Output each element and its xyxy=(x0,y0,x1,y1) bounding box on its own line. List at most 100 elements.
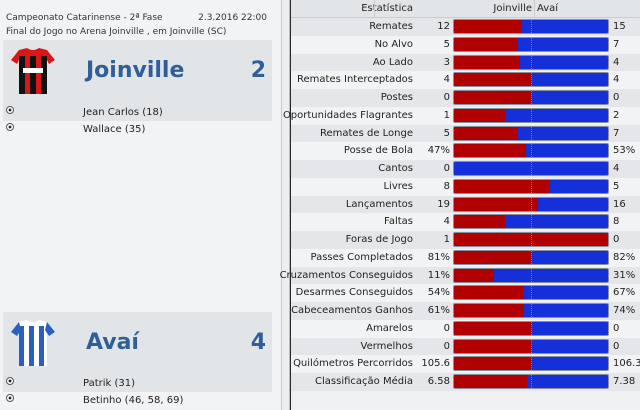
away-scorer: Patrik (31) xyxy=(3,375,272,392)
home-score: 2 xyxy=(250,58,266,83)
panel-divider xyxy=(282,0,290,410)
stat-home-value: 1 xyxy=(443,109,450,121)
stat-bar xyxy=(453,356,609,372)
stat-row: Desarmes Conseguidos 54% 67% xyxy=(291,284,640,302)
stats-header-label[interactable]: Estatística xyxy=(361,3,413,14)
stat-label: Vermelhos xyxy=(360,340,414,352)
stat-label: No Alvo xyxy=(374,38,413,50)
stat-home-value: 54% xyxy=(427,287,450,299)
stat-away-value: 7 xyxy=(613,127,620,139)
stat-away-value: 31% xyxy=(613,269,636,281)
stat-away-value: 4 xyxy=(613,56,620,68)
stat-home-value: 81% xyxy=(427,251,450,263)
stat-label: Faltas xyxy=(384,216,413,228)
stat-label: Quilómetros Percorridos xyxy=(293,358,413,370)
stat-away-value: 0 xyxy=(613,234,620,245)
stat-row: Remates de Longe 5 7 xyxy=(291,124,640,143)
stat-away-value: 7.38 xyxy=(613,376,636,387)
home-shirt-icon xyxy=(11,48,55,94)
stat-row: Livres 8 5 xyxy=(291,177,640,196)
stat-label: Livres xyxy=(383,180,413,192)
stat-row: Cruzamentos Conseguidos 11% 31% xyxy=(280,266,640,285)
stat-bar xyxy=(453,36,609,52)
stat-label: Remates Interceptados xyxy=(297,74,413,86)
stat-row: Vermelhos 0 0 xyxy=(291,337,640,356)
stat-bar-home xyxy=(454,55,520,69)
stat-label: Lançamentos xyxy=(345,198,413,210)
stat-bar xyxy=(453,196,609,212)
stat-bar xyxy=(453,90,609,105)
stat-away-value: 15 xyxy=(613,21,626,32)
stat-bar-home xyxy=(454,357,531,371)
stat-home-value: 0 xyxy=(443,340,450,352)
stat-label: Amarelos xyxy=(366,322,413,334)
away-shirt-icon xyxy=(11,320,55,366)
stat-label: Cabeceamentos Ganhos xyxy=(291,305,413,316)
stats-header-home[interactable]: Joinville xyxy=(493,3,532,14)
ball-icon xyxy=(6,123,14,131)
stat-bar xyxy=(453,214,609,230)
stat-away-value: 0 xyxy=(613,322,620,334)
stat-label: Ao Lado xyxy=(372,56,413,68)
stat-bar-home xyxy=(454,37,519,51)
stat-bar-home xyxy=(454,321,531,335)
stat-bar-home xyxy=(454,339,531,353)
stat-home-value: 11% xyxy=(427,269,450,281)
stat-away-value: 8 xyxy=(613,216,620,228)
match-datetime: 2.3.2016 22:00 xyxy=(198,13,267,23)
stat-row: Oportunidades Flagrantes 1 2 xyxy=(283,106,640,125)
stat-bar xyxy=(453,125,609,141)
stat-home-value: 105.6 xyxy=(421,358,450,370)
stat-away-value: 7 xyxy=(613,38,620,50)
stat-row: Remates 12 15 xyxy=(291,18,640,36)
stat-away-value: 0 xyxy=(613,340,620,352)
away-team-name[interactable]: Avaí xyxy=(86,330,139,355)
stat-away-value: 82% xyxy=(613,251,636,263)
stat-home-value: 61% xyxy=(427,305,450,316)
stat-label: Oportunidades Flagrantes xyxy=(282,109,413,121)
stat-row: Posse de Bola 47% 53% xyxy=(291,142,640,160)
stat-row: Cantos 0 4 xyxy=(291,160,640,178)
stats-header-away[interactable]: Avaí xyxy=(537,3,559,14)
stat-bar xyxy=(453,338,609,354)
stat-bar xyxy=(453,161,609,176)
stat-bar xyxy=(453,143,609,159)
stat-bar xyxy=(453,72,609,88)
stat-away-value: 0 xyxy=(613,92,620,103)
stat-bar xyxy=(453,249,609,265)
away-score: 4 xyxy=(250,330,266,355)
stat-home-value: 4 xyxy=(443,74,450,86)
stat-bar-home xyxy=(454,268,495,282)
stat-bar xyxy=(453,178,609,194)
stat-home-value: 3 xyxy=(443,56,450,68)
stat-bar xyxy=(453,285,609,301)
stat-row: Passes Completados 81% 82% xyxy=(291,248,640,267)
stat-label: Classificação Média xyxy=(315,376,413,387)
match-summary-panel: Campeonato Catarinense - 2ª Fase 2.3.201… xyxy=(0,0,282,410)
stat-bar xyxy=(453,54,609,70)
stat-label: Postes xyxy=(380,92,413,103)
stat-home-value: 0 xyxy=(443,163,450,174)
stat-bar xyxy=(453,267,609,283)
stat-row: Ao Lado 3 4 xyxy=(291,53,640,72)
stat-bar-home xyxy=(454,20,523,33)
stat-row: Remates Interceptados 4 4 xyxy=(291,71,640,89)
stat-away-value: 67% xyxy=(613,287,636,299)
stat-away-value: 2 xyxy=(613,109,620,121)
ball-icon xyxy=(6,377,14,385)
stat-bar xyxy=(453,374,609,389)
stat-label: Cruzamentos Conseguidos xyxy=(279,269,413,281)
home-scorer: Wallace (35) xyxy=(3,121,272,138)
stat-away-value: 4 xyxy=(613,74,620,86)
stat-row: Lançamentos 19 16 xyxy=(291,195,640,214)
stat-row: Classificação Média 6.58 7.38 xyxy=(291,373,640,391)
stat-bar-home xyxy=(454,126,519,140)
ball-icon xyxy=(6,106,14,114)
stat-bar-home xyxy=(454,215,506,229)
stat-away-value: 5 xyxy=(613,180,620,192)
stat-label: Desarmes Conseguidos xyxy=(295,287,413,299)
stat-bar xyxy=(453,303,609,318)
home-team-name[interactable]: Joinville xyxy=(86,58,185,83)
competition: Campeonato Catarinense - 2ª Fase xyxy=(6,13,163,23)
stat-home-value: 5 xyxy=(443,38,450,50)
